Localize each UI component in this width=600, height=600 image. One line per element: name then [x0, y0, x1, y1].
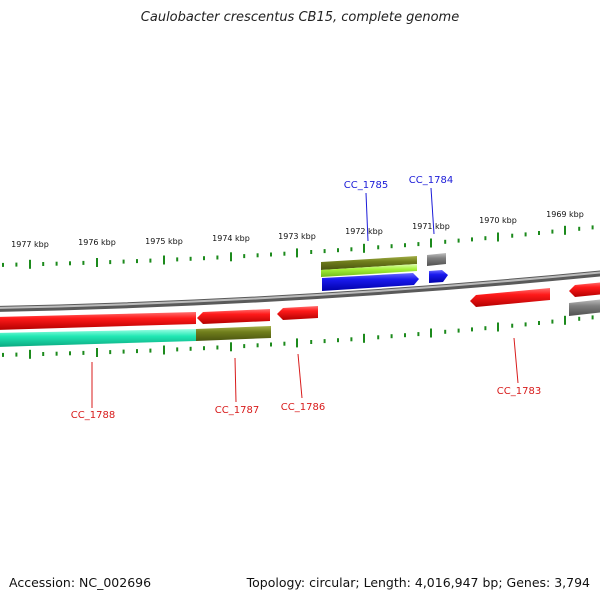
leader-cc1783 — [513, 337, 519, 384]
label-cc1787[interactable]: CC_1787 — [215, 405, 259, 416]
gene-cc1784-segment[interactable] — [427, 253, 446, 266]
gene-label-leaders — [91, 187, 519, 408]
label-cc1785[interactable]: CC_1785 — [344, 180, 388, 191]
outer-major-ticks — [29, 225, 566, 269]
label-cc1783[interactable]: CC_1783 — [497, 386, 541, 397]
label-cc1784[interactable]: CC_1784 — [409, 175, 453, 186]
kbp-label-1977: 1977 kbp — [11, 240, 49, 249]
genome-summary-text: Topology: circular; Length: 4,016,947 bp… — [246, 575, 590, 590]
outer-minor-ticks — [2, 225, 594, 267]
kbp-label-1971: 1971 kbp — [412, 222, 450, 231]
kbp-label-1974: 1974 kbp — [212, 234, 250, 243]
gene-cc1786-arrow[interactable] — [277, 306, 318, 320]
leader-cc1784 — [430, 187, 435, 235]
gene-cc1788-segment[interactable] — [0, 329, 196, 347]
inner-major-ticks — [29, 315, 566, 359]
kbp-label-1972: 1972 kbp — [345, 227, 383, 236]
inner-gene-track — [0, 282, 600, 347]
label-cc1786[interactable]: CC_1786 — [281, 402, 325, 413]
gene-cc1787-segment[interactable] — [196, 326, 271, 341]
kbp-label-1975: 1975 kbp — [145, 237, 183, 246]
label-cc1788[interactable]: CC_1788 — [71, 410, 115, 421]
leader-cc1785 — [365, 192, 369, 242]
kbp-label-1970: 1970 kbp — [479, 216, 517, 225]
gene-cc1785-arrow[interactable] — [322, 273, 419, 291]
kbp-scale-labels: 1977 kbp 1976 kbp 1975 kbp 1974 kbp 1973… — [11, 210, 584, 249]
kbp-label-1976: 1976 kbp — [78, 238, 116, 247]
inner-ruler — [2, 315, 594, 359]
inner-minor-ticks — [2, 315, 594, 357]
gene-cc1783-arrow[interactable] — [470, 288, 550, 307]
leader-cc1786 — [297, 353, 303, 399]
gene-partial-right-segment[interactable] — [569, 299, 600, 316]
leader-cc1787 — [234, 357, 237, 403]
gene-partial-right-arrow[interactable] — [569, 282, 600, 297]
gene-cc1785-segment[interactable] — [321, 256, 417, 270]
gene-labels: CC_1788 CC_1787 CC_1786 CC_1783 CC_1785 … — [71, 175, 541, 421]
map-title: Caulobacter crescentus CB15, complete ge… — [140, 10, 460, 25]
accession-text: Accession: NC_002696 — [9, 575, 152, 590]
outer-ruler — [2, 225, 594, 269]
gene-cc1787-arrow[interactable] — [197, 309, 270, 324]
kbp-label-1973: 1973 kbp — [278, 232, 316, 241]
gene-cc1785-segment-lower[interactable] — [321, 264, 417, 277]
gene-cc1784-arrow[interactable] — [429, 270, 448, 283]
kbp-label-1969: 1969 kbp — [546, 210, 584, 219]
outer-gene-track — [321, 253, 448, 291]
chromosome-backbone-highlight — [0, 271, 600, 309]
gene-cc1788-arrow[interactable] — [0, 312, 196, 330]
